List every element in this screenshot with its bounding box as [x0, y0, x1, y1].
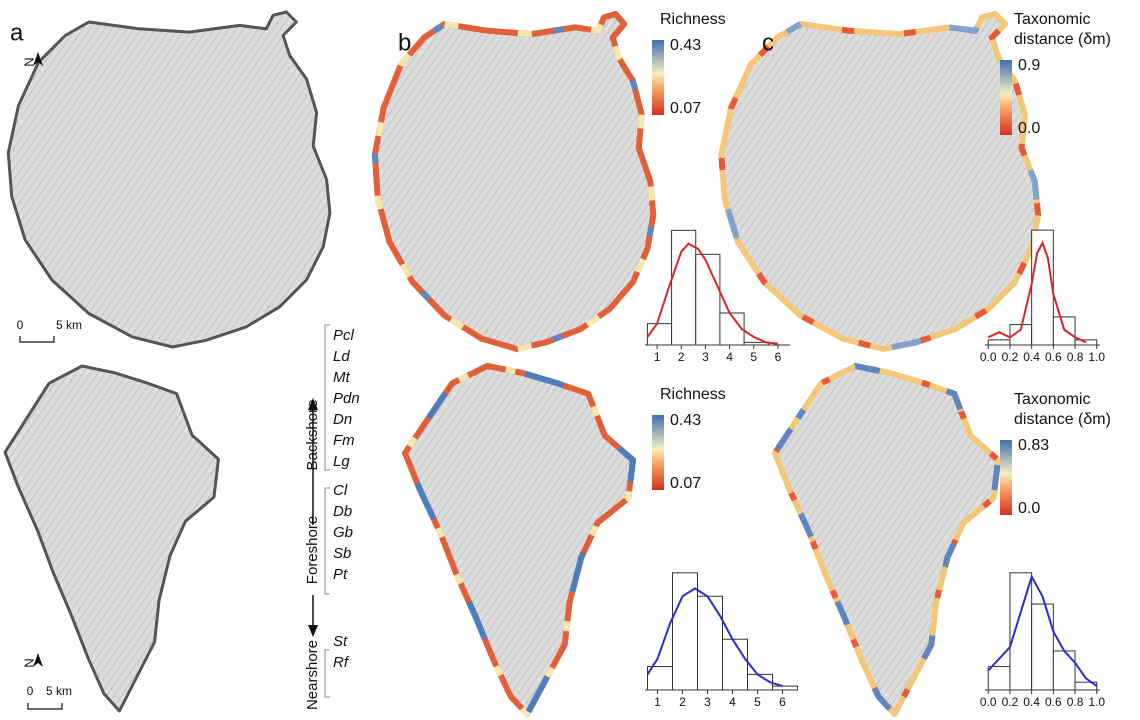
colorbar-label: 0.43 — [670, 37, 701, 54]
island — [721, 14, 1038, 349]
colorbar-label: 0.43 — [670, 412, 701, 429]
x-tick-label: 0.6 — [1045, 350, 1062, 364]
zone-code: St — [333, 633, 348, 650]
x-tick-label: 4 — [729, 695, 736, 709]
north-label: N — [21, 57, 36, 66]
x-tick-label: 0.2 — [1002, 350, 1019, 364]
x-tick-label: 0.8 — [1067, 350, 1084, 364]
colorbar-title: distance (δm) — [1014, 411, 1111, 428]
zone-code: Rf — [333, 654, 350, 671]
figure: a b c N N 0 5 km 0 5 km Backshore Foresh… — [0, 0, 1140, 720]
panel-label: b — [398, 29, 411, 56]
colorbar-label: 0.0 — [1018, 120, 1040, 137]
x-tick-label: 0.2 — [1002, 695, 1019, 709]
north-label: N — [21, 658, 36, 667]
zone-code: Pdn — [333, 390, 360, 407]
bar — [696, 254, 720, 345]
bar — [1053, 651, 1075, 690]
zone-code: Db — [333, 503, 352, 520]
bar — [988, 340, 1010, 345]
bar — [673, 573, 698, 690]
x-tick-label: 6 — [779, 695, 786, 709]
zone-codes: Pcl Ld Mt Pdn Dn Fm Lg Cl Db Gb Sb Pt St Rf — [333, 327, 360, 671]
zone-code: Gb — [333, 524, 353, 541]
north-arrow: N — [21, 653, 43, 668]
zone-code: Mt — [333, 369, 350, 386]
x-tick-label: 1.0 — [1088, 695, 1105, 709]
x-tick-label: 1 — [654, 350, 661, 364]
scale-bar: 0 5 km — [17, 318, 82, 342]
x-tick-label: 3 — [704, 695, 711, 709]
zone-code: Lg — [333, 453, 350, 470]
x-tick-label: 0.6 — [1045, 695, 1062, 709]
bar — [723, 639, 748, 690]
x-tick-label: 0.8 — [1067, 695, 1084, 709]
colorbar — [1000, 440, 1012, 515]
x-tick-label: 5 — [754, 695, 761, 709]
island — [405, 366, 633, 714]
zone-label: Nearshore — [304, 640, 321, 710]
colorbar-title: distance (δm) — [1014, 31, 1111, 48]
scale-label: 5 km — [46, 684, 72, 698]
x-tick-label: 1 — [654, 695, 661, 709]
scale-bar: 0 5 km — [27, 684, 72, 709]
bar — [1032, 230, 1054, 345]
bar — [647, 324, 671, 345]
x-tick-label: 6 — [775, 350, 782, 364]
x-tick-label: 0.0 — [980, 695, 997, 709]
zone-code: Pcl — [333, 327, 355, 344]
zone-code: Pt — [333, 566, 348, 583]
colorbar-label: 0.83 — [1018, 437, 1049, 454]
zone-code: Sb — [333, 545, 351, 562]
x-tick-label: 1.0 — [1088, 350, 1105, 364]
colorbar-label: 0.07 — [670, 100, 701, 117]
colorbar — [652, 40, 664, 115]
x-tick-label: 4 — [726, 350, 733, 364]
island — [8, 12, 330, 347]
x-tick-label: 2 — [678, 350, 685, 364]
x-tick-label: 3 — [702, 350, 709, 364]
x-tick-label: 2 — [679, 695, 686, 709]
colorbar-label: 0.07 — [670, 475, 701, 492]
scale-label: 5 km — [56, 318, 82, 332]
scale-label: 0 — [27, 684, 34, 698]
x-tick-label: 0.0 — [980, 350, 997, 364]
panel-label: a — [10, 19, 24, 46]
colorbar-title: Taxonomic — [1014, 391, 1090, 408]
island — [375, 14, 653, 349]
scale-label: 0 — [17, 318, 24, 332]
bar — [698, 596, 723, 690]
colorbar-title: Richness — [660, 11, 726, 28]
zone-code: Ld — [333, 348, 350, 365]
colorbar-title: Taxonomic — [1014, 11, 1090, 28]
maps — [5, 12, 1038, 714]
bar — [672, 230, 696, 345]
bar — [988, 667, 1010, 690]
panel-label: c — [762, 29, 774, 56]
colorbar-label: 0.0 — [1018, 500, 1040, 517]
x-tick-label: 5 — [750, 350, 757, 364]
colorbar-title: Richness — [660, 386, 726, 403]
x-tick-label: 0.4 — [1023, 350, 1040, 364]
zone-label: Backshore — [304, 400, 321, 471]
x-tick-label: 0.4 — [1023, 695, 1040, 709]
colorbar — [1000, 60, 1012, 135]
bar — [773, 686, 798, 690]
bar — [1075, 340, 1097, 345]
zone-code: Dn — [333, 411, 352, 428]
colorbar-label: 0.9 — [1018, 57, 1040, 74]
bar — [1032, 604, 1054, 690]
zone-code: Cl — [333, 482, 348, 499]
zone-code: Fm — [333, 432, 355, 449]
bar — [1053, 317, 1075, 345]
colorbar — [652, 415, 664, 490]
zone-label: Foreshore — [304, 516, 321, 584]
